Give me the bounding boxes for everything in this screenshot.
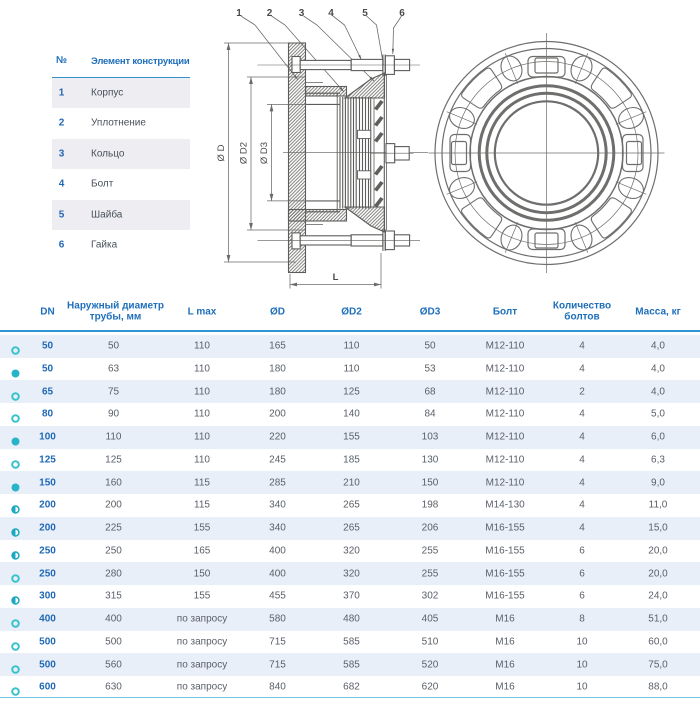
svg-text:5: 5 — [362, 8, 368, 19]
svg-text:3: 3 — [299, 8, 305, 19]
svg-text:Ø D3: Ø D3 — [259, 142, 270, 164]
svg-text:Ø D2: Ø D2 — [239, 142, 250, 164]
svg-text:1: 1 — [236, 8, 242, 19]
svg-text:4: 4 — [328, 8, 334, 19]
svg-text:L: L — [333, 272, 339, 283]
svg-text:6: 6 — [399, 8, 405, 19]
svg-text:2: 2 — [267, 8, 273, 19]
svg-text:Ø D: Ø D — [216, 144, 227, 161]
